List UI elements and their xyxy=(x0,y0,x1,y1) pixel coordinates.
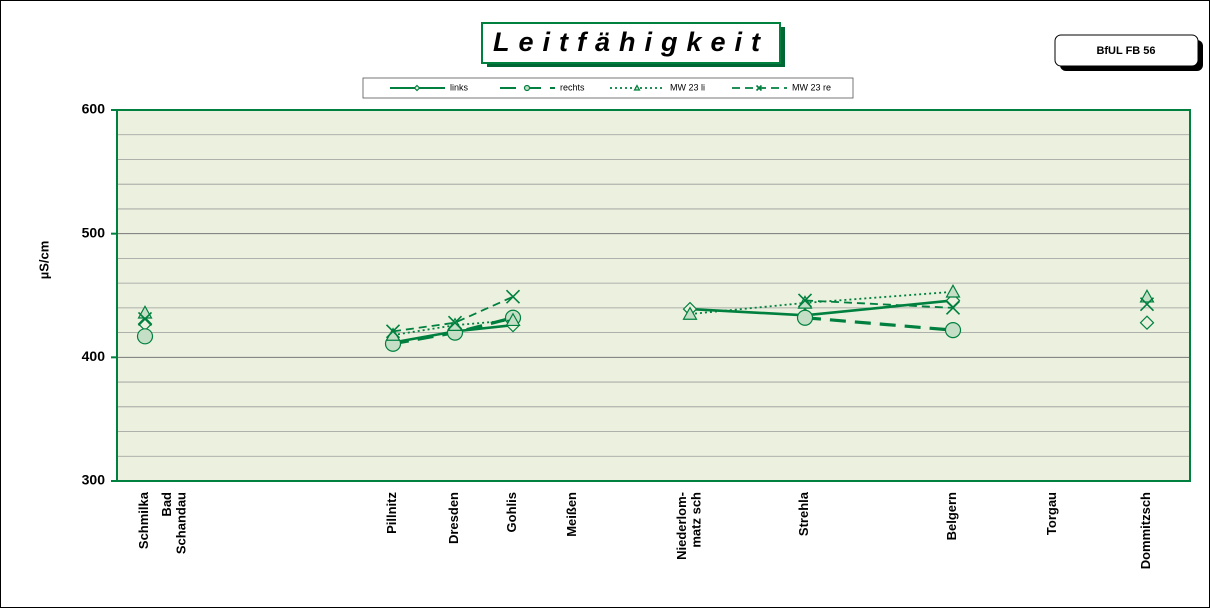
x-tick-label: Dommitzsch xyxy=(1138,492,1153,569)
legend-marker xyxy=(633,84,641,91)
x-tick-label: Schmilka xyxy=(136,491,151,549)
marker xyxy=(682,306,698,320)
y-tick-label: 400 xyxy=(82,348,106,364)
x-tick-label: Gohlis xyxy=(504,492,519,532)
legend-label: MW 23 re xyxy=(792,82,831,92)
badge-box xyxy=(1054,34,1199,67)
legend-marker xyxy=(755,84,763,92)
x-tick-label: Niederlom-matz sch xyxy=(674,492,703,560)
x-tick-label: Pillnitz xyxy=(384,492,399,534)
marker xyxy=(136,328,154,345)
marker xyxy=(944,322,962,339)
x-tick-label: Meißen xyxy=(564,492,579,537)
marker xyxy=(797,295,813,309)
marker xyxy=(945,300,961,315)
plot-area xyxy=(117,110,1190,481)
badge: BfUL FB 56 xyxy=(1096,45,1155,57)
marker xyxy=(1139,315,1155,331)
plot-border xyxy=(116,109,1191,482)
x-tick-label: BadSchandau xyxy=(159,492,188,554)
marker xyxy=(505,289,521,304)
legend xyxy=(362,77,854,99)
y-tick-label: 500 xyxy=(82,224,106,240)
marker xyxy=(137,311,153,327)
x-tick-label: Torgau xyxy=(1044,492,1059,535)
legend-marker xyxy=(523,84,531,92)
marker xyxy=(1139,289,1155,303)
legend-label: MW 23 li xyxy=(670,82,705,92)
legend-label: rechts xyxy=(560,82,585,92)
x-tick-label: Strehla xyxy=(796,491,811,536)
marker xyxy=(797,293,813,308)
marker xyxy=(945,284,961,298)
marker xyxy=(447,315,463,330)
legend-marker xyxy=(413,84,421,92)
y-tick-label: 600 xyxy=(82,101,106,117)
x-tick-label: Dresden xyxy=(446,492,461,544)
chart-title: Leitfähigkeit xyxy=(493,27,769,57)
legend-label: links xyxy=(450,82,469,92)
marker xyxy=(505,312,521,327)
y-tick-label: 300 xyxy=(82,472,106,488)
marker xyxy=(1139,297,1155,312)
marker xyxy=(385,324,401,339)
y-axis-label: µS/cm xyxy=(36,241,51,280)
x-tick-label: Belgern xyxy=(944,492,959,540)
title-box xyxy=(481,22,781,64)
marker xyxy=(796,309,814,326)
marker xyxy=(447,317,463,331)
